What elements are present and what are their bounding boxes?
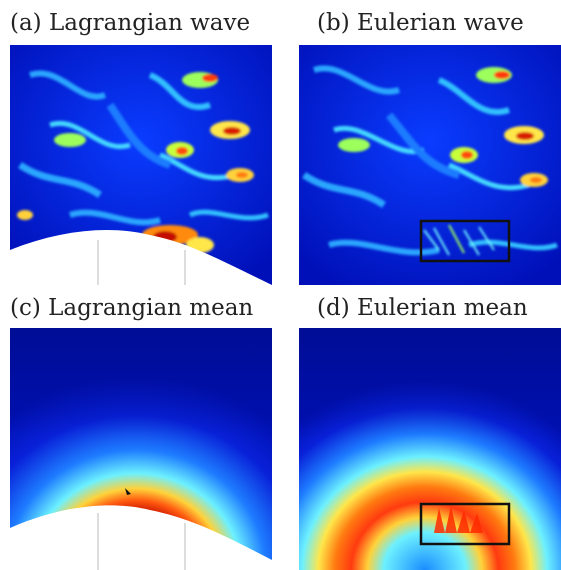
- obstacle-shape: [10, 505, 272, 570]
- panel-a-plot: [10, 45, 272, 285]
- highlight-box: [419, 502, 511, 546]
- panel-a-label: (a) Lagrangian wave: [10, 10, 251, 36]
- panel-c: [10, 328, 272, 570]
- highlight-box: [419, 219, 511, 263]
- panel-d: [299, 328, 561, 570]
- panel-b: [299, 45, 561, 285]
- panel-b-label: (b) Eulerian wave: [317, 10, 524, 36]
- cursor-icon: [125, 488, 131, 495]
- obstacle-shape: [10, 230, 272, 285]
- panel-c-label: (c) Lagrangian mean: [10, 295, 254, 321]
- panel-a: [10, 45, 272, 285]
- panel-c-plot: [10, 328, 272, 570]
- panel-d-plot: [299, 328, 561, 570]
- panel-d-label: (d) Eulerian mean: [317, 295, 528, 321]
- panel-b-plot: [299, 45, 561, 285]
